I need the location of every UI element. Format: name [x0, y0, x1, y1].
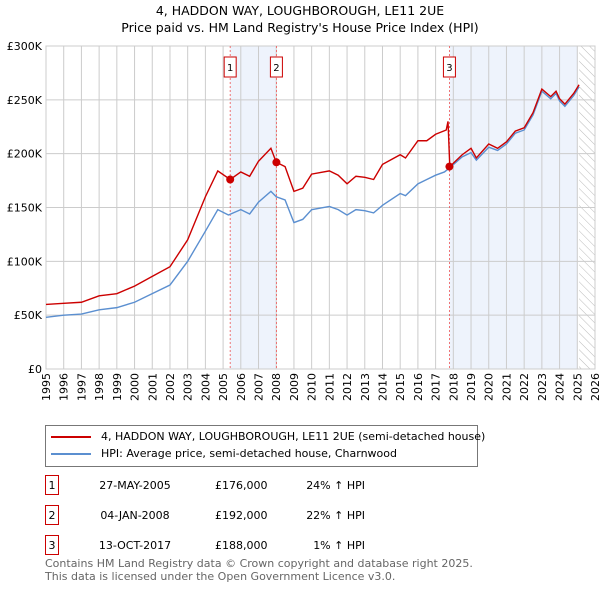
x-tick-label: 2025: [571, 373, 584, 401]
sale-point: [226, 175, 235, 184]
chart-plot: 1995 1996 1997 1998 1999 2000 2001 2002 2003 2004…: [7, 40, 600, 401]
x-tick-label: 2019: [465, 373, 478, 401]
sale-date: 13-OCT-2017: [98, 538, 172, 552]
sale-row: 1 27-MAY-2005 £176,000 24% ↑ HPI: [45, 475, 365, 495]
sale-date: 04-JAN-2008: [100, 508, 170, 522]
x-tick-label: 1999: [111, 373, 124, 401]
y-tick-label: £250K: [7, 94, 43, 107]
legend-label-property: 4, HADDON WAY, LOUGHBOROUGH, LE11 2UE (s…: [101, 430, 486, 443]
legend: 4, HADDON WAY, LOUGHBOROUGH, LE11 2UE (s…: [45, 425, 485, 467]
sale-row: 3 13-OCT-2017 £188,000 1% ↑ HPI: [45, 535, 365, 555]
sale-point: [445, 162, 454, 171]
footer-line-1: Contains HM Land Registry data © Crown c…: [45, 557, 473, 570]
x-tick-label: 2016: [412, 373, 425, 401]
y-tick-label: £200K: [7, 148, 43, 161]
sale-price: £188,000: [215, 538, 268, 552]
sale-marker-box: [269, 56, 283, 78]
sale-hpi-diff: 24% ↑ HPI: [306, 478, 365, 492]
sale-date: 27-MAY-2005: [99, 478, 171, 492]
sale-marker-box: [223, 56, 237, 78]
x-tick-label: 2010: [306, 373, 319, 401]
sale-marker-number: 1: [227, 63, 233, 74]
sale-number: 2: [45, 505, 59, 525]
x-tick-label: 2024: [554, 373, 567, 401]
legend-swatch-hpi: [51, 452, 91, 455]
y-tick-label: £300K: [7, 40, 43, 53]
x-tick-label: 1998: [93, 373, 106, 401]
x-tick-label: 2012: [341, 373, 354, 401]
x-tick-label: 1996: [58, 373, 71, 401]
plot-frame: [45, 45, 596, 370]
hpi-line: [45, 86, 580, 319]
x-tick-label: 2001: [146, 373, 159, 401]
legend-swatch-property: [51, 435, 91, 438]
x-tick-label: 2015: [394, 373, 407, 401]
sale-hpi-diff: 1% ↑ HPI: [313, 538, 365, 552]
x-tick-label: 2006: [235, 373, 248, 401]
sale-price: £176,000: [215, 478, 268, 492]
x-tick-label: 2017: [430, 373, 443, 401]
y-tick-label: £150K: [7, 202, 43, 215]
x-tick-label: 2004: [199, 373, 212, 401]
sale-price: £192,000: [215, 508, 268, 522]
x-tick-label: 1995: [40, 373, 53, 401]
y-tick-label: £50K: [14, 309, 43, 322]
x-tick-label: 2020: [483, 373, 496, 401]
sale-number: 3: [45, 535, 59, 555]
chart-subtitle: Price paid vs. HM Land Registry's House …: [121, 20, 479, 35]
x-tick-label: 2009: [288, 373, 301, 401]
x-tick-label: 2011: [323, 373, 336, 401]
x-tick-label: 2005: [217, 373, 230, 401]
x-tick-label: 2023: [536, 373, 549, 401]
x-tick-label: 2013: [359, 373, 372, 401]
property-line: [45, 84, 580, 306]
x-tick-label: 2002: [164, 373, 177, 401]
footer: Contains HM Land Registry data © Crown c…: [45, 557, 473, 583]
x-tick-label: 2022: [518, 373, 531, 401]
sale-point: [272, 158, 281, 167]
x-tick-label: 2003: [182, 373, 195, 401]
sale-marker-box: [442, 56, 456, 78]
footer-line-2: This data is licensed under the Open Gov…: [45, 570, 396, 583]
x-tick-label: 2021: [500, 373, 513, 401]
sale-row: 2 04-JAN-2008 £192,000 22% ↑ HPI: [45, 505, 365, 525]
x-tick-label: 2008: [270, 373, 283, 401]
sale-number: 1: [45, 475, 59, 495]
x-tick-label: 2000: [129, 373, 142, 401]
sale-marker-number: 2: [273, 63, 279, 74]
legend-label-hpi: HPI: Average price, semi-detached house,…: [101, 447, 397, 460]
x-tick-label: 1997: [75, 373, 88, 401]
y-tick-label: £100K: [7, 255, 43, 268]
chart-title: 4, HADDON WAY, LOUGHBOROUGH, LE11 2UE: [155, 3, 445, 18]
x-tick-label: 2007: [253, 373, 266, 401]
x-tick-label: 2018: [447, 373, 460, 401]
sale-marker-number: 3: [446, 63, 452, 74]
x-tick-label: 2014: [376, 373, 389, 401]
x-tick-label: 2026: [589, 373, 600, 401]
y-tick-label: £0: [28, 363, 42, 376]
sale-hpi-diff: 22% ↑ HPI: [306, 508, 365, 522]
